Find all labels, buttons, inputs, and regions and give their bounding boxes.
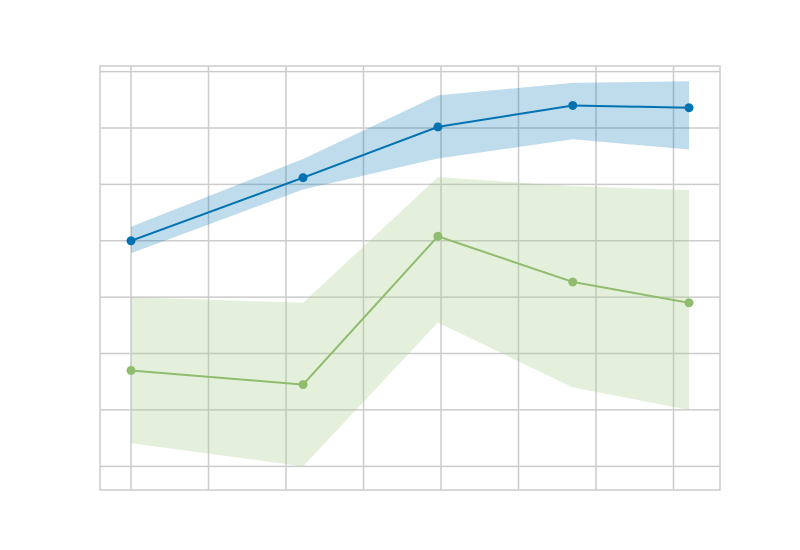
plot-frame — [99, 65, 721, 491]
series-2-point — [568, 277, 578, 287]
series-2-band — [131, 177, 689, 467]
grid-lines — [100, 66, 720, 490]
series-1-point — [568, 100, 578, 110]
series-2-point — [298, 380, 308, 390]
series-1-point — [684, 103, 694, 113]
series-2-point — [684, 298, 694, 308]
confidence-bands — [131, 81, 689, 467]
series-1-point — [433, 122, 443, 132]
series-2-point — [126, 365, 136, 375]
series-1-point — [298, 173, 308, 183]
data-points — [126, 100, 694, 390]
series-2-point — [433, 231, 443, 241]
series-1-point — [126, 236, 136, 246]
series-1-band — [131, 81, 689, 254]
